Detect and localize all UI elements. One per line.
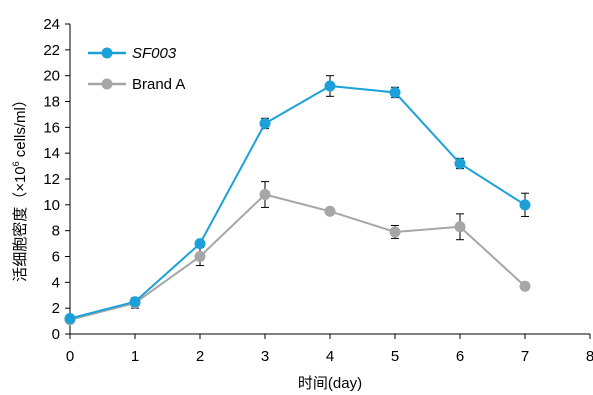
y-tick-label: 12 [43,171,60,188]
y-axis-title: 活细胞密度（×106 cells/ml） [11,92,29,282]
x-tick-label: 6 [456,348,464,365]
data-point [259,117,271,129]
data-point [454,158,466,169]
y-tick-label: 22 [43,42,60,59]
y-tick-label: 18 [43,94,60,111]
data-point [324,205,336,217]
series-layer [64,75,531,326]
data-point [519,280,531,292]
series-line [69,193,526,321]
data-point [519,199,531,211]
legend-swatch-marker [101,78,113,90]
x-tick-label: 5 [391,348,399,365]
x-tick-label: 8 [586,348,593,365]
y-axis-title-tail: cells/ml） [12,92,29,161]
data-point [454,221,466,233]
x-axis-title: 时间(day) [298,375,362,392]
y-tick-label: 16 [43,119,60,136]
legend-swatch-marker [101,47,113,59]
x-tick-label: 2 [196,348,204,365]
data-point [194,251,206,262]
legend-label: SF003 [132,45,177,62]
x-tick-label: 4 [326,348,334,365]
legend-item: Brand A [88,76,185,93]
data-point [194,238,206,250]
data-point [129,296,141,308]
axes [65,23,591,339]
y-axis-title-superscript: 6 [11,161,21,166]
y-tick-label: 8 [52,223,60,240]
x-tick-label: 0 [66,348,74,365]
data-point [389,226,401,238]
legend-label: Brand A [132,76,185,93]
data-point [324,80,336,92]
x-tick-label: 3 [261,348,269,365]
y-tick-label: 24 [43,16,60,33]
legend: SF003 Brand A [88,45,185,93]
series-sf003 [64,75,531,324]
y-axis-title-main: 活细胞密度（×10 [12,166,29,281]
legend-item: SF003 [88,45,177,62]
data-point [389,86,401,98]
data-point [64,313,76,324]
x-tick-label: 7 [521,348,529,365]
y-tick-label: 2 [52,300,60,317]
y-tick-label: 6 [52,249,60,266]
series-line [69,84,526,320]
y-tick-label: 14 [43,145,60,162]
x-tick-label: 1 [131,348,139,365]
y-tick-label: 20 [43,68,60,85]
y-tick-label: 4 [52,274,60,291]
y-tick-label: 10 [43,197,60,214]
y-tick-label: 0 [52,326,60,343]
data-point [259,189,271,200]
